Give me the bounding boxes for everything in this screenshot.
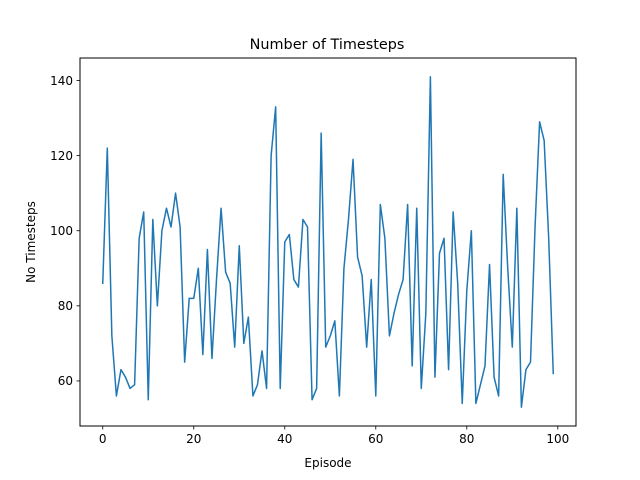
y-tick-label: 80 — [58, 299, 73, 313]
x-tick-label: 60 — [368, 432, 383, 446]
axes-frame — [79, 57, 577, 427]
chart-title: Number of Timesteps — [250, 37, 405, 53]
x-tick-label: 20 — [186, 432, 201, 446]
x-tick-label: 100 — [546, 432, 569, 446]
x-tick-label: 80 — [459, 432, 474, 446]
y-axis-label: No Timesteps — [24, 201, 38, 283]
y-tick-label: 120 — [50, 149, 73, 163]
x-tick-label: 40 — [277, 432, 292, 446]
axis-ticks: 0 20 40 60 80 100 60 80 100 120 140 — [50, 74, 569, 446]
y-tick-label: 140 — [50, 74, 73, 88]
y-tick-label: 60 — [58, 374, 73, 388]
x-axis-label: Episode — [304, 456, 351, 470]
series-line-0 — [101, 76, 555, 408]
plot-area — [101, 76, 555, 408]
y-tick-label: 100 — [50, 224, 73, 238]
x-tick-label: 0 — [99, 432, 107, 446]
